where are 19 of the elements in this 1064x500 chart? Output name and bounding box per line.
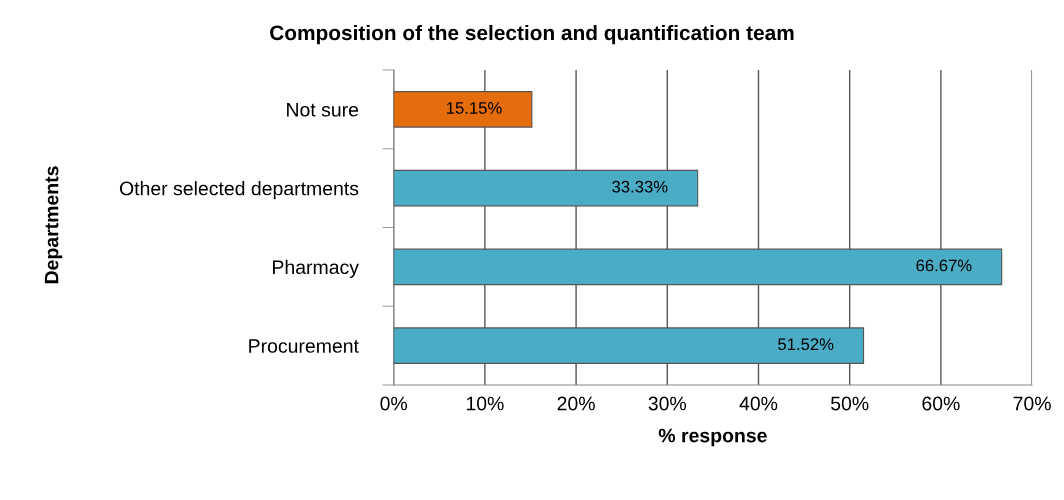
chart-title: Composition of the selection and quantification team bbox=[270, 24, 794, 45]
data-label: 51.52% bbox=[778, 338, 834, 351]
data-label: 15.15% bbox=[447, 102, 502, 114]
x-tick-label: 20% bbox=[557, 396, 595, 411]
x-tick-label: 10% bbox=[466, 396, 504, 411]
x-tick-label: 40% bbox=[739, 396, 778, 411]
x-tick-label: 60% bbox=[922, 396, 960, 411]
x-tick-label: 0% bbox=[380, 396, 408, 411]
x-tick-label: 70% bbox=[1013, 396, 1051, 411]
x-tick-label: 50% bbox=[831, 396, 869, 411]
data-label: 66.67% bbox=[916, 259, 972, 272]
y-tick-label: Not sure bbox=[287, 103, 359, 117]
data-label: 33.33% bbox=[612, 180, 668, 193]
y-tick-label: Pharmacy bbox=[273, 259, 359, 278]
x-tick-label: 30% bbox=[648, 396, 687, 411]
y-tick-label: Procurement bbox=[249, 339, 359, 353]
y-axis-title: Departments bbox=[44, 166, 63, 284]
y-tick-label: Other selected departments bbox=[119, 181, 359, 200]
x-axis-title: % response bbox=[658, 428, 767, 447]
